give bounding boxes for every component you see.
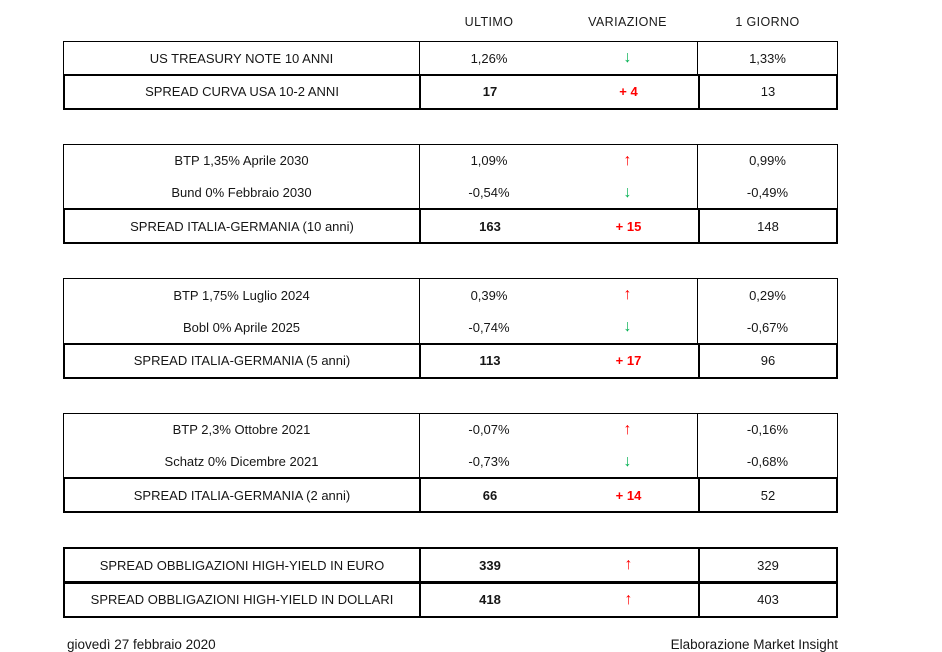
row-label: SPREAD ITALIA-GERMANIA (5 anni) [65, 344, 421, 377]
variazione-cell: ↓ [558, 177, 697, 209]
row-label: SPREAD OBBLIGAZIONI HIGH-YIELD IN EURO [65, 549, 421, 581]
variazione-value: + 14 [615, 487, 642, 503]
ultimo-value: 1,09% [470, 153, 508, 168]
table-row: SPREAD CURVA USA 10-2 ANNI 17 + 4 13 [65, 75, 836, 108]
arrow-down-icon: ↓ [623, 452, 632, 470]
row-label: BTP 2,3% Ottobre 2021 [64, 413, 420, 446]
table-row: SPREAD OBBLIGAZIONI HIGH-YIELD IN EURO 33… [65, 549, 836, 581]
giorno-value: -0,68% [697, 445, 837, 478]
variazione-cell: ↑ [558, 279, 697, 311]
variazione-value: + 17 [615, 353, 642, 368]
table-row: BTP 1,35% Aprile 2030 1,09% ↑ 0,99% [64, 144, 837, 177]
variazione-cell: ↑ [559, 584, 698, 616]
row-label: SPREAD OBBLIGAZIONI HIGH-YIELD IN DOLLAR… [65, 583, 421, 616]
table-row: Bund 0% Febbraio 2030 -0,54% ↓ -0,49% [64, 176, 837, 209]
giorno-value: 329 [698, 549, 836, 581]
variazione-cell: ↓ [558, 311, 697, 343]
row-group: BTP 1,75% Luglio 2024 0,39% ↑ 0,29% Bobl 0% … [63, 278, 838, 344]
table-row: SPREAD ITALIA-GERMANIA (2 anni) 66 + 14 52 [65, 479, 836, 511]
row-label: SPREAD ITALIA-GERMANIA (2 anni) [65, 479, 421, 511]
row-group: BTP 1,35% Aprile 2030 1,09% ↑ 0,99% Bund 0% … [63, 143, 838, 210]
row-label: SPREAD CURVA USA 10-2 ANNI [65, 75, 421, 108]
row-label: Schatz 0% Dicembre 2021 [64, 445, 420, 478]
column-headers: ULTIMO VARIAZIONE 1 GIORNO [63, 9, 879, 34]
credit-label: Elaborazione Market Insight [670, 636, 838, 652]
arrow-up-icon: ↑ [623, 286, 632, 303]
row-group: BTP 2,3% Ottobre 2021 -0,07% ↑ -0,16% Schatz… [63, 412, 838, 479]
spread-row-group: SPREAD CURVA USA 10-2 ANNI 17 + 4 13 [63, 73, 838, 110]
variazione-cell: ↑ [559, 549, 698, 581]
col-header-variazione: VARIAZIONE [588, 14, 667, 29]
tables-container: US TREASURY NOTE 10 ANNI 1,26% ↓ 1,33% SPREA… [63, 41, 879, 618]
arrow-up-icon: ↑ [624, 556, 633, 573]
table-row: Schatz 0% Dicembre 2021 -0,73% ↓ -0,68% [64, 445, 837, 478]
table-row: SPREAD OBBLIGAZIONI HIGH-YIELD IN DOLLAR… [65, 583, 836, 616]
giorno-value: 403 [698, 583, 836, 616]
row-label: BTP 1,75% Luglio 2024 [64, 279, 420, 311]
table-row: SPREAD ITALIA-GERMANIA (5 anni) 113 + 17 96 [65, 344, 836, 377]
spread-row-group: SPREAD OBBLIGAZIONI HIGH-YIELD IN EURO 33… [63, 547, 838, 583]
row-label: SPREAD ITALIA-GERMANIA (10 anni) [65, 210, 421, 242]
ultimo-value: 0,39% [470, 287, 508, 303]
giorno-value: -0,49% [697, 176, 837, 209]
ultimo-value: -0,54% [468, 185, 510, 200]
header-spacer [63, 9, 420, 34]
row-label: Bund 0% Febbraio 2030 [64, 176, 420, 209]
bond-table: BTP 1,35% Aprile 2030 1,09% ↑ 0,99% Bund 0% … [63, 143, 838, 244]
variazione-value: + 15 [615, 218, 642, 234]
footer: giovedì 27 febbraio 2020 Elaborazione Ma… [63, 637, 838, 652]
spread-row-group: SPREAD ITALIA-GERMANIA (2 anni) 66 + 14 52 [63, 477, 838, 513]
variazione-cell: ↑ [558, 145, 697, 177]
ultimo-value: 66 [482, 487, 498, 503]
ultimo-value: -0,07% [468, 422, 510, 437]
spread-row-group: SPREAD ITALIA-GERMANIA (5 anni) 113 + 17 96 [63, 342, 838, 379]
giorno-value: -0,16% [697, 413, 837, 446]
bond-table: BTP 2,3% Ottobre 2021 -0,07% ↑ -0,16% Schatz… [63, 412, 838, 513]
variazione-cell: ↓ [558, 42, 697, 74]
arrow-down-icon: ↓ [623, 318, 632, 335]
arrow-up-icon: ↑ [623, 420, 632, 438]
arrow-down-icon: ↓ [623, 49, 632, 66]
spread-row-group: SPREAD OBBLIGAZIONI HIGH-YIELD IN DOLLAR… [63, 581, 838, 618]
giorno-value: 0,29% [697, 279, 837, 311]
arrow-up-icon: ↑ [624, 590, 633, 608]
row-label: US TREASURY NOTE 10 ANNI [64, 42, 420, 74]
table-row: SPREAD ITALIA-GERMANIA (10 anni) 163 + 15 1… [65, 210, 836, 242]
bond-table: US TREASURY NOTE 10 ANNI 1,26% ↓ 1,33% SPREA… [63, 41, 838, 110]
arrow-down-icon: ↓ [623, 183, 632, 201]
giorno-value: 1,33% [697, 42, 837, 74]
ultimo-value: 418 [479, 592, 501, 607]
giorno-value: 96 [698, 344, 836, 377]
ultimo-value: 339 [479, 557, 501, 573]
variazione-value: + 4 [619, 84, 638, 99]
row-label: BTP 1,35% Aprile 2030 [64, 144, 420, 177]
bond-table: SPREAD OBBLIGAZIONI HIGH-YIELD IN EURO 33… [63, 547, 838, 618]
ultimo-value: -0,73% [468, 454, 510, 469]
ultimo-value: 1,26% [470, 50, 508, 66]
giorno-value: 52 [698, 479, 836, 511]
col-header-giorno: 1 GIORNO [735, 14, 800, 29]
spread-row-group: SPREAD ITALIA-GERMANIA (10 anni) 163 + 15 1… [63, 208, 838, 244]
row-label: Bobl 0% Aprile 2025 [64, 311, 420, 343]
ultimo-value: 113 [479, 353, 501, 368]
col-header-ultimo: ULTIMO [464, 14, 514, 29]
arrow-up-icon: ↑ [623, 151, 632, 169]
table-row: US TREASURY NOTE 10 ANNI 1,26% ↓ 1,33% [64, 42, 837, 74]
variazione-cell: ↓ [558, 446, 697, 478]
giorno-value: 0,99% [697, 144, 837, 177]
table-row: Bobl 0% Aprile 2025 -0,74% ↓ -0,67% [64, 311, 837, 343]
variazione-cell: ↑ [558, 414, 697, 446]
ultimo-value: 17 [482, 84, 498, 99]
giorno-value: 13 [698, 75, 836, 108]
ultimo-value: -0,74% [468, 319, 510, 335]
giorno-value: -0,67% [697, 311, 837, 343]
table-row: BTP 2,3% Ottobre 2021 -0,07% ↑ -0,16% [64, 413, 837, 446]
bond-table: BTP 1,75% Luglio 2024 0,39% ↑ 0,29% Bobl 0% … [63, 278, 838, 379]
giorno-value: 148 [698, 210, 836, 242]
row-group: US TREASURY NOTE 10 ANNI 1,26% ↓ 1,33% [63, 41, 838, 75]
ultimo-value: 163 [479, 218, 501, 234]
report-date: giovedì 27 febbraio 2020 [67, 636, 216, 652]
report-page: ULTIMO VARIAZIONE 1 GIORNO US TREASURY N… [63, 9, 879, 652]
table-row: BTP 1,75% Luglio 2024 0,39% ↑ 0,29% [64, 279, 837, 311]
